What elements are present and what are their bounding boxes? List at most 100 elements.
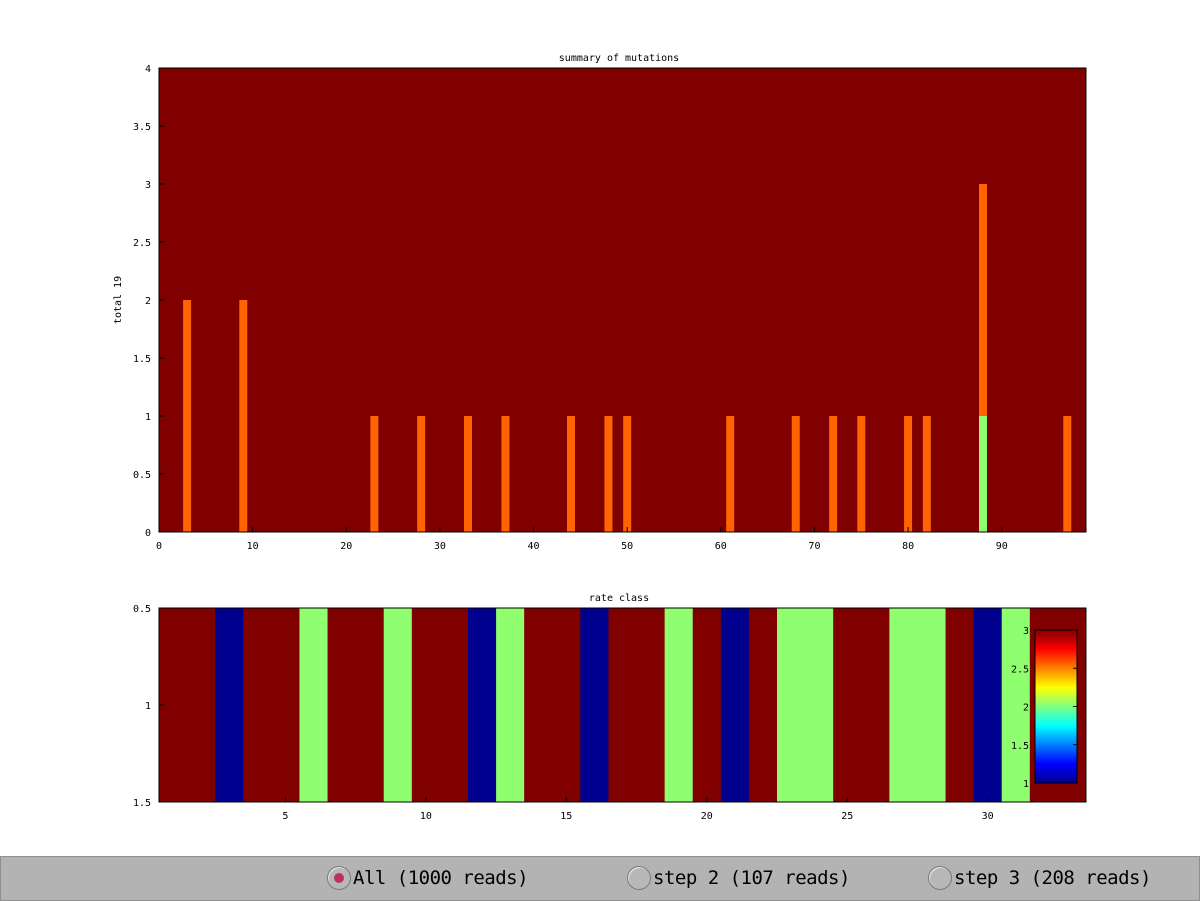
- mutation-bar: [829, 416, 838, 532]
- x-tick-label: 30: [434, 541, 446, 552]
- rate-cell: [187, 608, 216, 802]
- read-filter-bar: All (1000 reads) step 2 (107 reads) step…: [0, 856, 1200, 901]
- radio-button-icon[interactable]: [928, 866, 952, 890]
- x-tick-label: 10: [247, 541, 259, 552]
- rate-cell: [973, 608, 1003, 802]
- mutation-bar: [604, 416, 613, 532]
- top-chart-title: summary of mutations: [559, 53, 679, 64]
- top-chart-ylabel: total 19: [113, 276, 124, 324]
- radio-selected-dot: [334, 873, 344, 883]
- mutation-bar: [183, 300, 192, 532]
- mutation-bar: [979, 416, 987, 532]
- rate-cell: [411, 608, 441, 802]
- x-tick-label: 10: [420, 811, 432, 822]
- colorbar-tick-label: 1.5: [1011, 741, 1029, 752]
- rate-cell: [748, 608, 778, 802]
- mutation-bar: [979, 184, 987, 416]
- rate-cell: [636, 608, 666, 802]
- mutation-bar: [623, 416, 632, 532]
- mutation-bar: [464, 416, 472, 532]
- y-tick-label: 0.5: [133, 470, 151, 481]
- y-tick-label: 0.5: [133, 604, 151, 615]
- x-tick-label: 90: [996, 541, 1008, 552]
- radio-button-icon[interactable]: [327, 866, 351, 890]
- mutation-bar: [726, 416, 735, 532]
- rate-cell: [271, 608, 300, 802]
- rate-cell: [524, 608, 553, 802]
- x-tick-label: 5: [282, 811, 288, 822]
- mutation-bar: [501, 416, 510, 532]
- rate-cell: [692, 608, 722, 802]
- rate-cell: [805, 608, 834, 802]
- rate-cell: [299, 608, 329, 802]
- y-tick-label: 1: [145, 412, 151, 423]
- x-tick-label: 0: [156, 541, 162, 552]
- colorbar-tick-label: 1: [1023, 779, 1029, 790]
- rate-cell: [215, 608, 244, 802]
- x-tick-label: 50: [621, 541, 633, 552]
- radio-label: step 3 (208 reads): [954, 867, 1151, 889]
- rate-cell: [720, 608, 750, 802]
- rate-class-chart: 5 10 15 20 25 30 0.5 1 1.5 rate class 1 1.5 2 2.5 3: [133, 593, 1087, 822]
- bottom-chart-title: rate class: [589, 593, 649, 604]
- y-tick-label: 0: [145, 528, 151, 539]
- colorbar-tick-label: 3: [1023, 626, 1029, 637]
- x-tick-label: 80: [902, 541, 914, 552]
- rate-cell: [327, 608, 357, 802]
- rate-cell: [777, 608, 806, 802]
- y-tick-label: 1.5: [133, 354, 151, 365]
- x-tick-label: 15: [560, 811, 572, 822]
- x-tick-label: 20: [701, 811, 713, 822]
- x-tick-label: 25: [841, 811, 853, 822]
- rate-cell: [439, 608, 469, 802]
- radio-option-all[interactable]: All (1000 reads): [327, 863, 529, 893]
- rate-cell: [383, 608, 413, 802]
- x-tick-label: 30: [982, 811, 994, 822]
- rate-cell: [608, 608, 638, 802]
- mutation-bar: [417, 416, 426, 532]
- x-tick-label: 20: [340, 541, 352, 552]
- y-tick-label: 3: [145, 180, 151, 191]
- top-plot-area: [159, 68, 1086, 532]
- mutation-bar: [922, 416, 931, 532]
- mutation-bar: [904, 416, 913, 532]
- colorbar-tick-label: 2: [1023, 703, 1029, 714]
- rate-cell: [917, 608, 947, 802]
- radio-button-icon[interactable]: [627, 866, 651, 890]
- y-tick-label: 3.5: [133, 122, 151, 133]
- x-tick-label: 40: [528, 541, 540, 552]
- radio-label: All (1000 reads): [353, 867, 529, 889]
- y-tick-label: 2: [145, 296, 151, 307]
- mutation-bar: [1063, 416, 1072, 532]
- charts-canvas: 0 10 20 30 40 50 60 70 80 90 0 0.5 1 1.5 2 2.5 3 3.5 4 sum…: [113, 53, 1087, 822]
- colorbar-tick-label: 2.5: [1011, 664, 1029, 675]
- y-tick-label: 1.5: [133, 798, 151, 809]
- mutation-bar: [370, 416, 379, 532]
- rate-cell: [496, 608, 525, 802]
- radio-option-step3[interactable]: step 3 (208 reads): [928, 863, 1151, 893]
- rate-cell: [664, 608, 694, 802]
- radio-label: step 2 (107 reads): [653, 867, 850, 889]
- mutation-summary-chart: 0 10 20 30 40 50 60 70 80 90 0 0.5 1 1.5 2 2.5 3 3.5 4 sum…: [113, 53, 1087, 552]
- rate-cell: [833, 608, 862, 802]
- x-tick-label: 70: [808, 541, 820, 552]
- mutation-bar: [567, 416, 575, 532]
- y-tick-label: 2.5: [133, 238, 151, 249]
- rate-cell: [468, 608, 497, 802]
- mutation-bar: [791, 416, 800, 532]
- rate-cell: [243, 608, 272, 802]
- x-tick-label: 60: [715, 541, 727, 552]
- radio-option-step2[interactable]: step 2 (107 reads): [627, 863, 850, 893]
- colorbar-gradient: [1034, 629, 1078, 784]
- y-tick-label: 1: [145, 701, 151, 712]
- rate-cell: [580, 608, 609, 802]
- rate-cell: [861, 608, 890, 802]
- rate-cell: [552, 608, 581, 802]
- rate-cell: [355, 608, 385, 802]
- colorbar: 1 1.5 2 2.5 3: [1011, 626, 1078, 790]
- mutation-bar: [857, 416, 866, 532]
- mutation-bar: [239, 300, 248, 532]
- rate-cell: [1001, 608, 1031, 802]
- rate-cell: [945, 608, 975, 802]
- y-tick-label: 4: [145, 64, 151, 75]
